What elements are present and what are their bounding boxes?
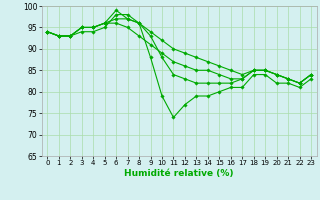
- X-axis label: Humidité relative (%): Humidité relative (%): [124, 169, 234, 178]
